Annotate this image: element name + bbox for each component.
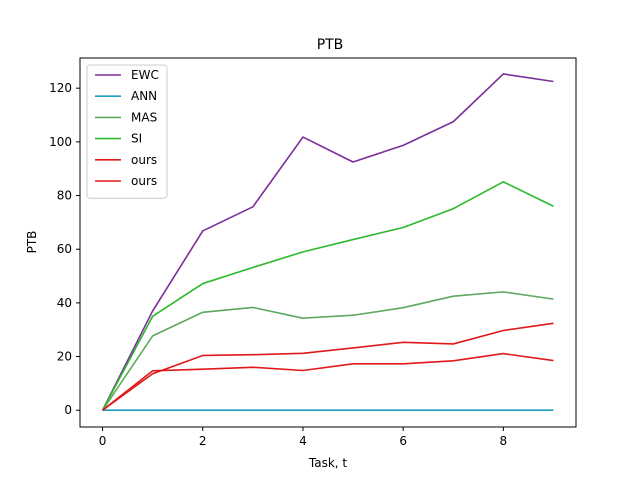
x-axis-ticks: 0 2 4 6 8 [99, 427, 507, 448]
legend-label-5: ours [131, 174, 157, 188]
x-tick-label-1: 2 [199, 434, 207, 448]
y-tick-label-5: 100 [49, 135, 72, 149]
y-tick-label-6: 120 [49, 81, 72, 95]
y-axis-label: PTB [25, 231, 39, 254]
legend-label-2: MAS [131, 110, 157, 124]
series-line-0 [101, 73, 554, 411]
legend-label-4: ours [131, 153, 157, 167]
y-axis-ticks: 0 20 40 60 80 100 120 [49, 81, 80, 417]
series-line-3 [101, 181, 554, 411]
x-tick-label-4: 8 [500, 434, 508, 448]
y-tick-label-1: 20 [57, 350, 72, 364]
legend-box [86, 64, 168, 199]
x-tick-label-3: 6 [399, 434, 407, 448]
x-axis-label: Task, t [308, 456, 348, 470]
y-tick-label-4: 80 [57, 189, 72, 203]
y-tick-label-3: 60 [57, 242, 72, 256]
legend-label-1: ANN [131, 89, 157, 103]
chart-title: PTB [317, 37, 344, 53]
legend: EWC ANN MAS SI ours ours [86, 64, 168, 199]
legend-label-0: EWC [131, 68, 159, 82]
legend-label-3: SI [131, 132, 142, 146]
plot-frame [79, 57, 577, 428]
series-line-5 [102, 322, 554, 411]
series-line-4 [102, 352, 554, 411]
x-tick-label-2: 4 [299, 434, 307, 448]
plot-lines [101, 73, 554, 412]
y-tick-label-0: 0 [64, 403, 72, 417]
x-tick-label-0: 0 [99, 434, 107, 448]
y-tick-label-2: 40 [57, 296, 72, 310]
series-line-2 [101, 291, 554, 411]
